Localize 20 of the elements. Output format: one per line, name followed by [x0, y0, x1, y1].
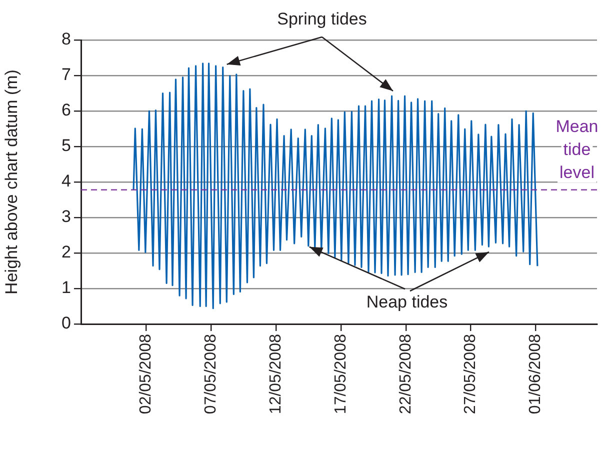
x-tick-label: 07/05/2008 — [202, 334, 220, 414]
y-tick-label: 3 — [62, 207, 71, 226]
x-tick-label: 22/05/2008 — [397, 334, 414, 414]
y-tick-label: 0 — [62, 314, 71, 333]
y-tick-label: 6 — [62, 100, 71, 120]
y-tick-label: 8 — [62, 30, 71, 49]
y-tick-label: 5 — [62, 136, 71, 156]
y-axis-title: Height above chart datum (m) — [2, 70, 21, 294]
y-tick-label: 2 — [62, 242, 71, 262]
y-tick-label: 4 — [62, 172, 71, 191]
annotation: Spring tides — [277, 10, 367, 29]
x-tick-label: 01/06/2008 — [527, 334, 544, 414]
ref-line-label: Mean tide level — [556, 116, 598, 182]
y-tick-label: 7 — [62, 65, 71, 84]
x-tick-label: 02/05/2008 — [137, 334, 154, 414]
x-tick-label: 17/05/2008 — [332, 334, 350, 414]
y-tick-label: 1 — [62, 278, 71, 298]
x-tick-label: 12/05/2008 — [267, 334, 284, 414]
x-tick-label: 27/05/2008 — [462, 334, 480, 414]
annotation: Neap tides — [366, 292, 448, 312]
